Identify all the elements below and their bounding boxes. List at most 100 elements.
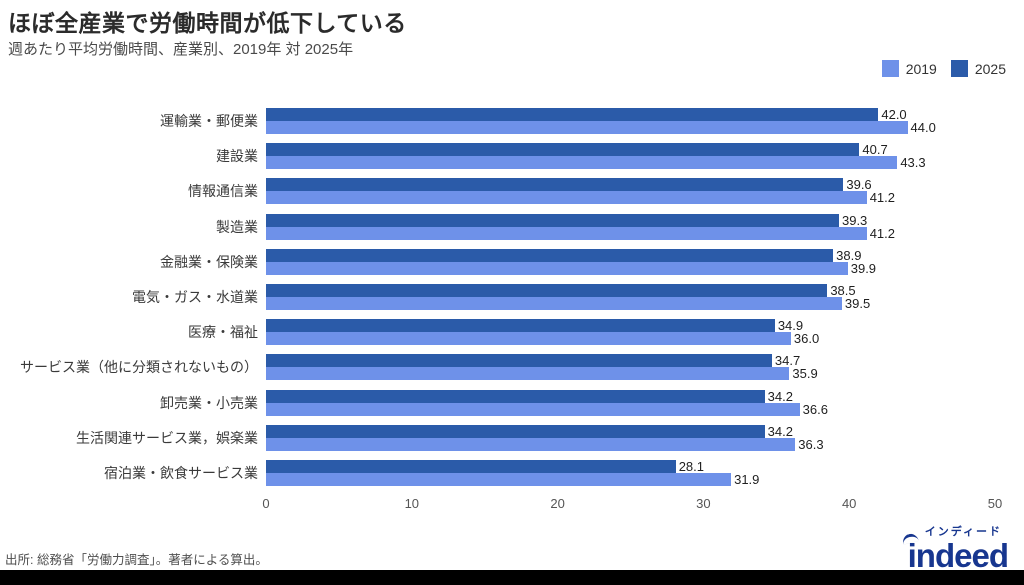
value-label: 44.0 [910, 120, 936, 135]
chart-row: 生活関連サービス業，娯楽業 34.2 36.3 [8, 423, 1016, 452]
bar-2025 [266, 459, 676, 473]
x-tick: 20 [550, 496, 565, 511]
chart-row: 金融業・保険業 38.9 39.9 [8, 247, 1016, 276]
x-tick: 30 [696, 496, 711, 511]
value-label: 36.6 [802, 401, 828, 417]
bar-2025 [266, 319, 775, 333]
category-label: 建設業 [216, 148, 258, 165]
logo-wordmark-text: indeed [907, 537, 1009, 574]
logo-kana-text: インディード [924, 526, 1002, 538]
chart-row: 医療・福祉 34.9 36.0 [8, 318, 1016, 347]
category-label: 宿泊業・飲食サービス業 [104, 464, 258, 481]
chart-row: 宿泊業・飲食サービス業 28.1 31.9 [8, 458, 1016, 487]
value-label: 38.5 [830, 282, 856, 298]
value-label: 34.7 [774, 353, 801, 369]
bottom-strip [0, 570, 1024, 585]
category-label: 生活関連サービス業，娯楽業 [76, 429, 258, 446]
value-label: 41.2 [869, 225, 895, 241]
bar-2025 [266, 283, 828, 297]
chart-row: 情報通信業 39.6 41.2 [8, 177, 1016, 206]
bar-group: 34.7 35.9 [266, 353, 995, 382]
value-label: 41.2 [869, 190, 895, 206]
legend-item-2019: 2019 [881, 60, 937, 77]
value-label: 34.2 [767, 388, 793, 404]
value-label: 43.3 [900, 155, 926, 171]
bar-2025 [266, 389, 765, 403]
bar-group: 38.9 39.9 [266, 247, 995, 276]
chart-row: 運輸業・郵便業 42.0 44.0 [8, 108, 1016, 134]
legend-swatch-2025 [950, 60, 968, 77]
value-label: 39.9 [850, 260, 877, 276]
category-label: 運輸業・郵便業 [160, 113, 258, 129]
chart-row: サービス業（他に分類されないもの） 34.7 35.9 [8, 353, 1016, 382]
value-label: 40.7 [862, 142, 888, 158]
bar-2019 [266, 226, 867, 240]
chart-row: 電気・ガス・水道業 38.5 39.5 [8, 282, 1016, 311]
source-note: 出所: 総務省「労働力調査」。著者による算出。 [5, 553, 268, 567]
value-label: 35.9 [792, 366, 818, 382]
category-label: 卸売業・小売業 [160, 394, 258, 411]
legend-label-2019: 2019 [905, 60, 937, 77]
value-label: 36.3 [798, 436, 824, 452]
bar-2025 [266, 424, 765, 438]
bar-2019 [266, 191, 867, 205]
bar-2019 [266, 472, 732, 486]
bar-group: 42.0 44.0 [266, 108, 995, 134]
x-axis: 0 10 20 30 40 50 [262, 496, 1002, 514]
page-title: ほぼ全産業で労働時間が低下している [8, 10, 407, 36]
bar-group: 40.7 43.3 [266, 142, 995, 171]
category-label: 金融業・保険業 [160, 253, 258, 270]
bar-2019 [266, 437, 796, 451]
x-tick: 40 [841, 496, 857, 511]
category-label: 電気・ガス・水道業 [132, 288, 258, 305]
category-label: 情報通信業 [188, 183, 258, 200]
bar-group: 38.5 39.5 [266, 282, 995, 311]
logo-wordmark: indeed [900, 532, 1009, 574]
legend-label-2025: 2025 [974, 60, 1006, 77]
bar-2019 [266, 156, 898, 170]
legend: 2019 2025 [881, 60, 1006, 77]
bar-2019 [266, 296, 842, 310]
category-label: サービス業（他に分類されないもの） [20, 359, 258, 376]
bar-2019 [266, 332, 791, 346]
legend-item-2025: 2025 [950, 60, 1006, 77]
value-label: 28.1 [678, 458, 704, 474]
bar-group: 39.6 41.2 [266, 177, 995, 206]
bar-group: 28.1 31.9 [266, 458, 995, 487]
value-label: 38.9 [836, 247, 862, 263]
bar-2019 [266, 367, 790, 381]
bar-group: 34.2 36.3 [266, 423, 995, 452]
bar-group: 34.2 36.6 [266, 388, 995, 417]
value-label: 34.9 [777, 318, 804, 334]
category-label: 製造業 [216, 218, 258, 235]
value-label: 39.5 [844, 295, 871, 311]
chart-row: 卸売業・小売業 34.2 36.6 [8, 388, 1016, 417]
value-label: 39.3 [841, 212, 868, 228]
legend-swatch-2019 [881, 60, 899, 77]
bar-2019 [266, 261, 848, 275]
x-tick: 10 [404, 496, 420, 511]
bar-2019 [266, 402, 800, 416]
value-label: 39.6 [846, 177, 872, 193]
value-label: 42.0 [881, 107, 907, 122]
bar-2025 [266, 354, 772, 368]
chart-rows: 運輸業・郵便業 42.0 44.0 建設業 40.7 43.3 情報通信業 39.6 41.2 製… [8, 108, 1016, 495]
value-label: 31.9 [734, 471, 760, 487]
bar-2025 [266, 248, 834, 262]
bar-group: 39.3 41.2 [266, 212, 995, 241]
bar-2025 [266, 108, 879, 121]
chart-row: 建設業 40.7 43.3 [8, 142, 1016, 171]
bar-2025 [266, 178, 844, 192]
x-tick: 50 [987, 496, 1003, 511]
indeed-logo: インディード indeed [900, 526, 1009, 574]
bar-2019 [266, 121, 908, 134]
bar-group: 34.9 36.0 [266, 318, 995, 347]
bar-2025 [266, 213, 839, 227]
value-label: 36.0 [793, 331, 820, 347]
chart-row: 製造業 39.3 41.2 [8, 212, 1016, 241]
value-label: 34.2 [767, 423, 793, 439]
x-tick: 0 [262, 496, 270, 511]
page-subtitle: 週あたり平均労働時間、産業別、2019年 対 2025年 [8, 41, 354, 58]
bar-2025 [266, 143, 860, 157]
